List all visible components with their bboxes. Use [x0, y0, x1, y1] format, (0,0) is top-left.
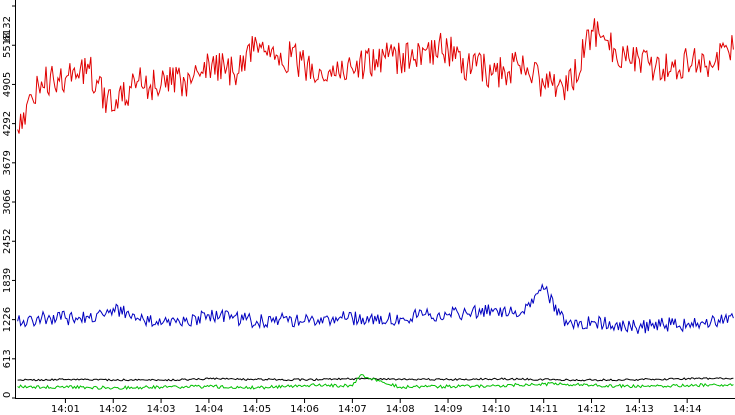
series-line-4: [17, 373, 734, 391]
y-tick-label: 1839: [2, 268, 13, 293]
x-tick-label: 14:09: [434, 404, 463, 415]
series-layer: [17, 18, 734, 391]
y-tick-label: 3066: [2, 189, 13, 214]
series-line-3: [17, 377, 734, 382]
x-tick-label: 14:13: [625, 404, 654, 415]
series-line-2: [17, 283, 734, 334]
x-tick-label: 14:08: [386, 404, 415, 415]
y-tick-label: 4292: [2, 111, 13, 136]
y-tick-label: 6132: [2, 16, 13, 41]
y-tick-label: 1226: [2, 307, 13, 332]
x-tick-label: 14:03: [147, 404, 176, 415]
x-tick-label: 14:01: [51, 404, 80, 415]
x-tick-label: 14:12: [577, 404, 606, 415]
series-line-1: [17, 18, 734, 134]
x-tick-label: 14:04: [194, 404, 223, 415]
x-tick-label: 14:02: [99, 404, 128, 415]
x-tick-label: 14:14: [673, 404, 702, 415]
x-tick-label: 14:05: [242, 404, 271, 415]
x-tick-label: 14:06: [290, 404, 319, 415]
x-axis-ticks: 14:01 14:02 14:03 14:04 14:05 14:06 14:07 14:08…: [51, 398, 702, 415]
y-tick-label: 2452: [2, 229, 13, 254]
x-tick-label: 14:10: [481, 404, 510, 415]
y-tick-label: 5518: [2, 33, 13, 58]
y-tick-label: 4905: [2, 72, 13, 97]
x-tick-label: 14:07: [338, 404, 367, 415]
y-tick-label: 613: [2, 349, 13, 368]
y-tick-label: 0: [2, 392, 13, 398]
y-tick-label: 3679: [2, 150, 13, 175]
x-tick-label: 14:11: [529, 404, 558, 415]
